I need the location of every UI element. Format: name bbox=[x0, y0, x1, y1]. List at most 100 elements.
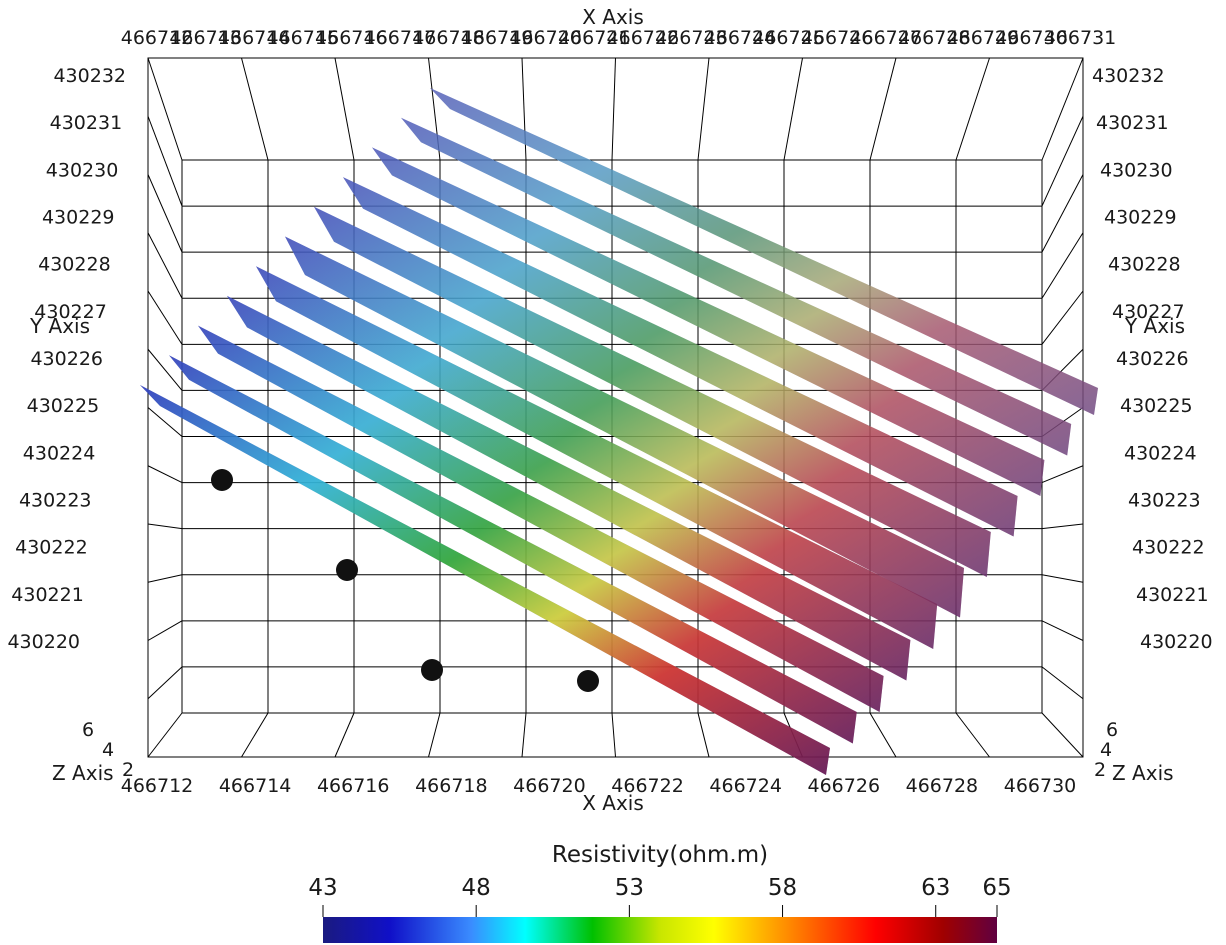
x-tick-label: 466728 bbox=[906, 775, 979, 797]
y-tick-label: 430224 bbox=[1124, 442, 1197, 464]
y-axis-title-right: Y Axis bbox=[1124, 314, 1185, 338]
grid-line bbox=[870, 713, 896, 757]
colorbar-tick-label: 48 bbox=[462, 875, 491, 901]
grid-edge bbox=[1042, 713, 1083, 757]
grid-line bbox=[242, 58, 269, 160]
x-tick-label: 466724 bbox=[709, 775, 782, 797]
z-tick-label: 6 bbox=[82, 719, 94, 741]
y-tick-label: 430229 bbox=[1104, 207, 1177, 229]
grid-line bbox=[148, 575, 182, 583]
grid-line bbox=[956, 58, 990, 160]
x-tick-label: 466716 bbox=[317, 775, 390, 797]
grid-line bbox=[612, 58, 616, 160]
y-tick-label: 430223 bbox=[1128, 490, 1201, 512]
x-axis-top-ticks: 4667124667134667144667154667164667174667… bbox=[121, 27, 1117, 49]
grid-line bbox=[242, 713, 269, 757]
electrode-marker bbox=[211, 469, 233, 491]
grid-line bbox=[429, 713, 441, 757]
grid-line bbox=[148, 291, 182, 344]
grid-edge bbox=[148, 713, 182, 757]
x-tick-label: 466718 bbox=[415, 775, 488, 797]
y-axis-left-ticks: 4302324302314302304302294302284302274302… bbox=[7, 65, 126, 653]
electrode-marker bbox=[421, 659, 443, 681]
grid-line bbox=[1042, 524, 1083, 529]
y-tick-label: 430232 bbox=[53, 65, 126, 87]
y-axis-title-left: Y Axis bbox=[29, 314, 90, 338]
electrode-marker bbox=[336, 559, 358, 581]
y-tick-label: 430228 bbox=[38, 254, 111, 276]
z-tick-label: 4 bbox=[1100, 739, 1112, 761]
grid-line bbox=[1042, 116, 1083, 206]
grid-line bbox=[148, 116, 182, 206]
resistivity-sections bbox=[140, 88, 1098, 775]
z-axis-title-right: Z Axis bbox=[1112, 761, 1174, 785]
z-tick-label: 6 bbox=[1106, 719, 1118, 741]
grid-line bbox=[1042, 575, 1083, 583]
y-tick-label: 430222 bbox=[15, 537, 88, 559]
grid-line bbox=[148, 349, 182, 390]
y-tick-label: 430230 bbox=[1100, 159, 1173, 181]
y-tick-label: 430229 bbox=[42, 207, 115, 229]
grid-line bbox=[148, 175, 182, 253]
y-tick-label: 430221 bbox=[11, 584, 84, 606]
grid-line bbox=[148, 621, 182, 641]
grid-line bbox=[784, 58, 803, 160]
y-tick-label: 430225 bbox=[1120, 395, 1193, 417]
y-tick-label: 430228 bbox=[1108, 254, 1181, 276]
grid-line bbox=[698, 713, 709, 757]
grid-line bbox=[148, 667, 182, 699]
y-tick-label: 430220 bbox=[7, 631, 80, 653]
y-tick-label: 430220 bbox=[1140, 631, 1213, 653]
colorbar-ticks: 43 48 53 58 63 65 bbox=[308, 875, 1011, 917]
grid-edge bbox=[148, 58, 182, 160]
colorbar-tick-label: 58 bbox=[768, 875, 797, 901]
colorbar-tick-label: 53 bbox=[615, 875, 644, 901]
x-axis-title-top: X Axis bbox=[582, 5, 644, 29]
x-axis-title-bottom: X Axis bbox=[582, 791, 644, 815]
electrode-marker bbox=[577, 670, 599, 692]
y-tick-label: 430231 bbox=[50, 112, 123, 134]
grid-line bbox=[698, 58, 709, 160]
y-tick-label: 430221 bbox=[1136, 584, 1209, 606]
colorbar-tick-label: 63 bbox=[921, 875, 950, 901]
colorbar-gradient bbox=[323, 917, 997, 943]
y-tick-label: 430226 bbox=[30, 348, 103, 370]
grid-line bbox=[1042, 175, 1083, 253]
z-tick-label: 4 bbox=[102, 739, 114, 761]
grid-line bbox=[335, 58, 354, 160]
z-axis-title-left: Z Axis bbox=[52, 761, 114, 785]
grid-line bbox=[1042, 466, 1083, 483]
colorbar-title: Resistivity(ohm.m) bbox=[552, 842, 768, 868]
grid-line bbox=[1042, 233, 1083, 299]
y-tick-label: 430223 bbox=[19, 490, 92, 512]
x-tick-label: 466726 bbox=[808, 775, 881, 797]
y-axis-right-ticks: 4302324302314302304302294302284302274302… bbox=[1092, 65, 1213, 653]
y-tick-label: 430222 bbox=[1132, 537, 1205, 559]
grid-line bbox=[148, 524, 182, 529]
y-tick-label: 430224 bbox=[23, 442, 96, 464]
y-tick-label: 430231 bbox=[1096, 112, 1169, 134]
z-tick-label: 2 bbox=[1094, 759, 1106, 781]
grid-line bbox=[612, 713, 616, 757]
grid-line bbox=[148, 233, 182, 299]
y-tick-label: 430230 bbox=[46, 159, 119, 181]
y-tick-label: 430225 bbox=[27, 395, 100, 417]
grid-line bbox=[148, 466, 182, 483]
grid-line bbox=[1042, 621, 1083, 641]
grid-edge bbox=[1042, 58, 1083, 160]
y-tick-label: 430226 bbox=[1116, 348, 1189, 370]
colorbar-tick-label: 65 bbox=[982, 875, 1011, 901]
x-tick-label: 466714 bbox=[219, 775, 292, 797]
grid-line bbox=[335, 713, 354, 757]
grid-line bbox=[956, 713, 990, 757]
y-tick-label: 430232 bbox=[1092, 65, 1165, 87]
colorbar-tick-label: 43 bbox=[308, 875, 337, 901]
grid-line bbox=[1042, 291, 1083, 344]
x-tick-label: 466730 bbox=[1004, 775, 1077, 797]
x-tick-label: 466720 bbox=[513, 775, 586, 797]
grid-line bbox=[870, 58, 896, 160]
grid-line bbox=[1042, 667, 1083, 699]
z-tick-label: 2 bbox=[122, 759, 134, 781]
grid-line bbox=[522, 713, 526, 757]
